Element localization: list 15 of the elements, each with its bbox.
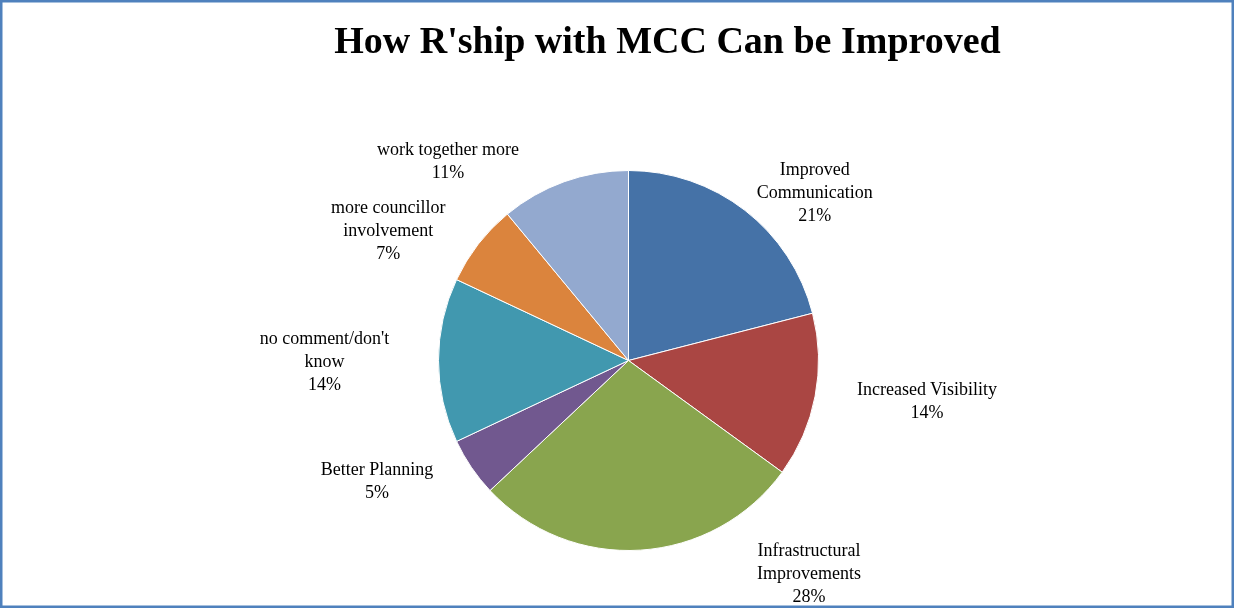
data-label: 11% (431, 161, 465, 182)
data-label: 28% (792, 585, 826, 606)
data-label: 7% (376, 243, 401, 264)
data-label: 14% (910, 401, 944, 422)
slice-label: no comment/don't know (259, 327, 390, 371)
slice-label: Increased Visibility (856, 378, 997, 399)
chart-title: How R'ship with MCC Can be Improved (334, 18, 1001, 61)
data-label: 21% (798, 205, 832, 226)
slice-label: more councillor involvement (331, 197, 446, 241)
slice-label: Infrastructural Improvements (757, 539, 861, 583)
data-label: 5% (365, 481, 390, 502)
slice-label: Improved Communication (756, 159, 873, 203)
slice-label: Better Planning (320, 458, 434, 479)
data-label: 14% (308, 373, 341, 394)
slice-label: work together more (377, 138, 519, 159)
